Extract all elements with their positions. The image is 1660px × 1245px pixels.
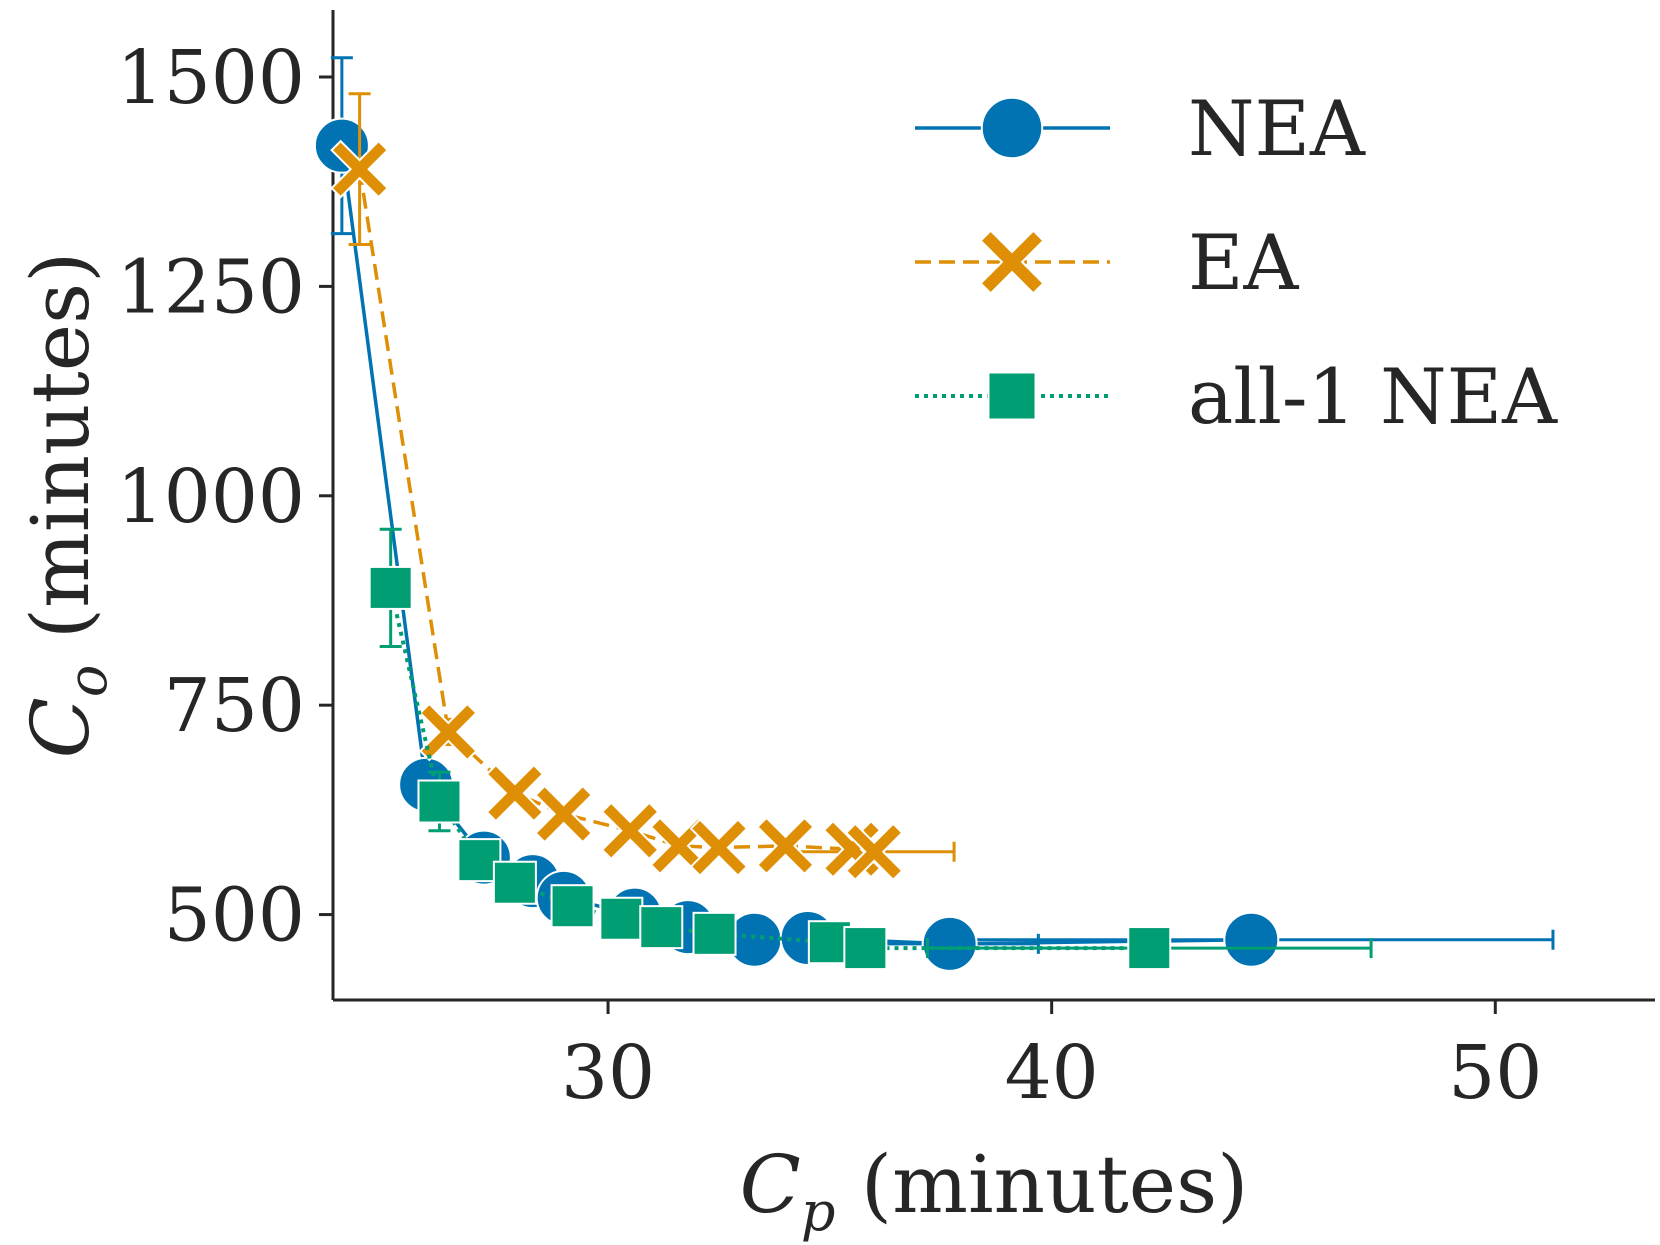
- series-all-1-nea: [368, 527, 1373, 971]
- legend-entry: all-1 NEA: [915, 352, 1558, 441]
- axes: [331, 10, 1655, 1002]
- all-1-nea-point: [1127, 926, 1172, 971]
- y-axis-title: Co (minutes): [14, 252, 119, 759]
- legend-marker: [979, 229, 1045, 295]
- ticks: 30 40 50 500 750 1000 1250 1500: [117, 35, 1543, 1116]
- ea-point: [600, 801, 660, 861]
- series-ea: [330, 92, 956, 882]
- y-tick-label: 1500: [117, 35, 305, 121]
- x-tick-label: 50: [1448, 1030, 1542, 1116]
- ea-point: [756, 816, 815, 876]
- ea-point: [330, 139, 390, 199]
- series-nea: [313, 56, 1555, 972]
- all-1-nea-point: [843, 926, 888, 971]
- x-tick-label: 30: [561, 1030, 655, 1116]
- ea-point: [689, 818, 749, 877]
- plot-series: [313, 56, 1555, 972]
- all-1-nea-point: [368, 565, 413, 610]
- legend-entry: NEA: [915, 84, 1366, 173]
- x-axis-title: Cp (minutes): [740, 1138, 1249, 1243]
- ea-point: [534, 784, 594, 844]
- y-tick-label: 1000: [117, 454, 305, 540]
- all-1-nea-point: [417, 779, 462, 824]
- all-1-nea-point: [692, 911, 737, 956]
- legend-entry: EA: [915, 218, 1299, 307]
- series-line: [340, 145, 1252, 946]
- legend-label: EA: [1188, 218, 1299, 307]
- legend: NEA EA all-1 NEA: [915, 84, 1558, 441]
- x-tick-label: 40: [1005, 1030, 1099, 1116]
- all-1-nea-point: [639, 905, 684, 950]
- y-tick-label: 500: [164, 873, 305, 959]
- ea-point: [485, 763, 545, 823]
- y-tick-label: 750: [164, 663, 305, 749]
- nea-point: [921, 915, 978, 972]
- legend-label: NEA: [1188, 84, 1366, 173]
- legend-label: all-1 NEA: [1188, 352, 1558, 441]
- legend-marker: [987, 371, 1037, 421]
- all-1-nea-point: [492, 860, 537, 905]
- all-1-nea-point: [599, 896, 644, 941]
- y-tick-label: 1250: [117, 244, 305, 330]
- ea-point: [844, 822, 904, 882]
- all-1-nea-point: [550, 884, 595, 929]
- series-line: [357, 168, 875, 854]
- axis-titles: Cp (minutes) Co (minutes): [14, 252, 1248, 1243]
- legend-marker: [980, 96, 1044, 160]
- ea-point: [418, 702, 478, 762]
- nea-point: [1223, 911, 1280, 968]
